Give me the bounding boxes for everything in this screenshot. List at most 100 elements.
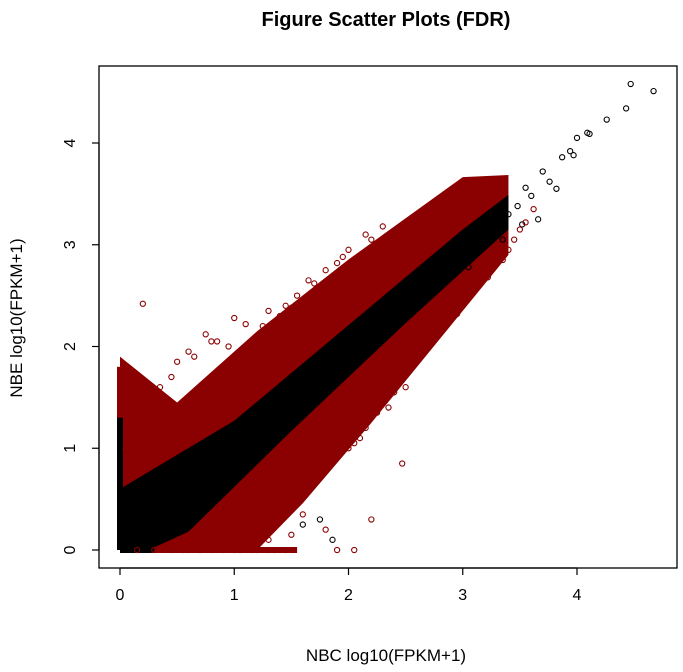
nonsignificant-point <box>558 154 566 161</box>
significant-point <box>465 292 472 299</box>
significant-point <box>345 246 352 253</box>
significant-point <box>151 546 158 554</box>
nonsignificant-point <box>584 129 591 136</box>
significant-point <box>356 434 364 442</box>
significant-point <box>345 445 352 452</box>
significant-point <box>402 384 409 391</box>
significant-point <box>522 219 529 226</box>
significant-point <box>530 205 537 213</box>
y-axis: 0 1 2 3 4 <box>62 138 100 554</box>
significant-point <box>328 282 335 289</box>
significant-point <box>253 526 261 533</box>
significant-point <box>299 297 306 304</box>
significant-point <box>133 399 141 406</box>
significant-point <box>265 307 272 315</box>
y-axis-label: NBE log10(FPKM+1) <box>7 238 26 397</box>
significant-point <box>399 460 406 467</box>
significant-point <box>179 546 186 554</box>
nonsignificant-point <box>627 80 634 88</box>
significant-point <box>476 272 484 279</box>
zero-y-row-core <box>120 547 155 553</box>
nonsignificant-point <box>402 290 409 297</box>
y-tick-label: 3 <box>62 240 79 249</box>
significant-point <box>333 546 341 554</box>
significant-point <box>459 290 466 297</box>
nonsignificant-core-area <box>120 194 509 550</box>
significant-point <box>259 322 266 330</box>
significant-point <box>493 251 501 259</box>
nonsignificant-point <box>442 246 449 253</box>
nonsignificant-point <box>546 178 553 185</box>
significant-point <box>471 287 478 294</box>
significant-point <box>288 531 295 538</box>
significant-point <box>505 246 512 253</box>
significant-point <box>202 331 209 338</box>
x-tick-label: 2 <box>344 587 353 604</box>
significant-point <box>419 312 426 320</box>
significant-point <box>351 546 358 554</box>
nonsignificant-point <box>622 105 630 112</box>
significant-point <box>351 440 358 447</box>
nonsignificant-point <box>425 284 432 291</box>
y-tick-label: 1 <box>62 444 79 453</box>
significant-point <box>168 546 175 554</box>
significant-point <box>511 236 518 243</box>
significant-point <box>288 304 295 311</box>
nonsignificant-point <box>603 116 610 123</box>
zero-x-column-core <box>117 417 123 550</box>
significant-point <box>436 314 444 322</box>
significant-point <box>379 223 386 230</box>
nonsignificant-point <box>299 521 306 528</box>
significant-point <box>391 389 398 396</box>
significant-point <box>431 328 438 335</box>
nonsignificant-core <box>117 194 509 553</box>
significant-point <box>322 267 329 274</box>
significant-point <box>311 280 318 287</box>
y-tick-label: 2 <box>62 342 79 351</box>
significant-point <box>128 424 135 432</box>
nonsignificant-point <box>316 516 324 523</box>
significant-point <box>516 226 524 233</box>
significant-point <box>413 348 421 355</box>
y-tick-label: 4 <box>62 138 79 147</box>
significant-point <box>379 394 386 401</box>
nonsignificant-point <box>471 231 478 238</box>
nonsignificant-point <box>570 152 577 159</box>
significant-point <box>448 302 455 309</box>
chart-title: Figure Scatter Plots (FDR) <box>262 9 511 31</box>
data-points <box>122 80 657 554</box>
significant-point <box>362 231 369 238</box>
significant-point <box>333 259 341 267</box>
significant-point <box>276 506 284 513</box>
significant-point <box>322 526 329 533</box>
x-tick-label: 4 <box>573 587 582 604</box>
significant-point <box>265 546 272 554</box>
nonsignificant-point <box>476 243 484 250</box>
significant-point <box>408 358 415 365</box>
significant-point <box>133 546 141 554</box>
significant-point <box>368 414 375 421</box>
nonsignificant-point <box>499 236 506 243</box>
significant-point <box>282 546 289 554</box>
significant-point <box>196 546 204 554</box>
x-tick-label: 1 <box>230 587 239 604</box>
significant-point <box>139 300 146 307</box>
nonsignificant-point <box>535 216 542 223</box>
significant-point <box>231 314 238 322</box>
nonsignificant-point <box>416 297 423 304</box>
significant-point <box>305 277 312 284</box>
nonsignificant-point <box>457 253 464 261</box>
significant-point <box>208 338 215 345</box>
nonsignificant-point <box>329 536 336 543</box>
significant-point <box>168 373 175 381</box>
significant-point <box>265 536 272 543</box>
nonsignificant-point <box>650 87 657 95</box>
nonsignificant-point <box>448 267 455 274</box>
significant-point <box>122 445 129 452</box>
significant-point <box>484 274 492 281</box>
plot-region <box>117 80 657 554</box>
significant-point <box>499 256 506 264</box>
significant-point <box>225 343 232 350</box>
significant-point <box>231 546 238 554</box>
